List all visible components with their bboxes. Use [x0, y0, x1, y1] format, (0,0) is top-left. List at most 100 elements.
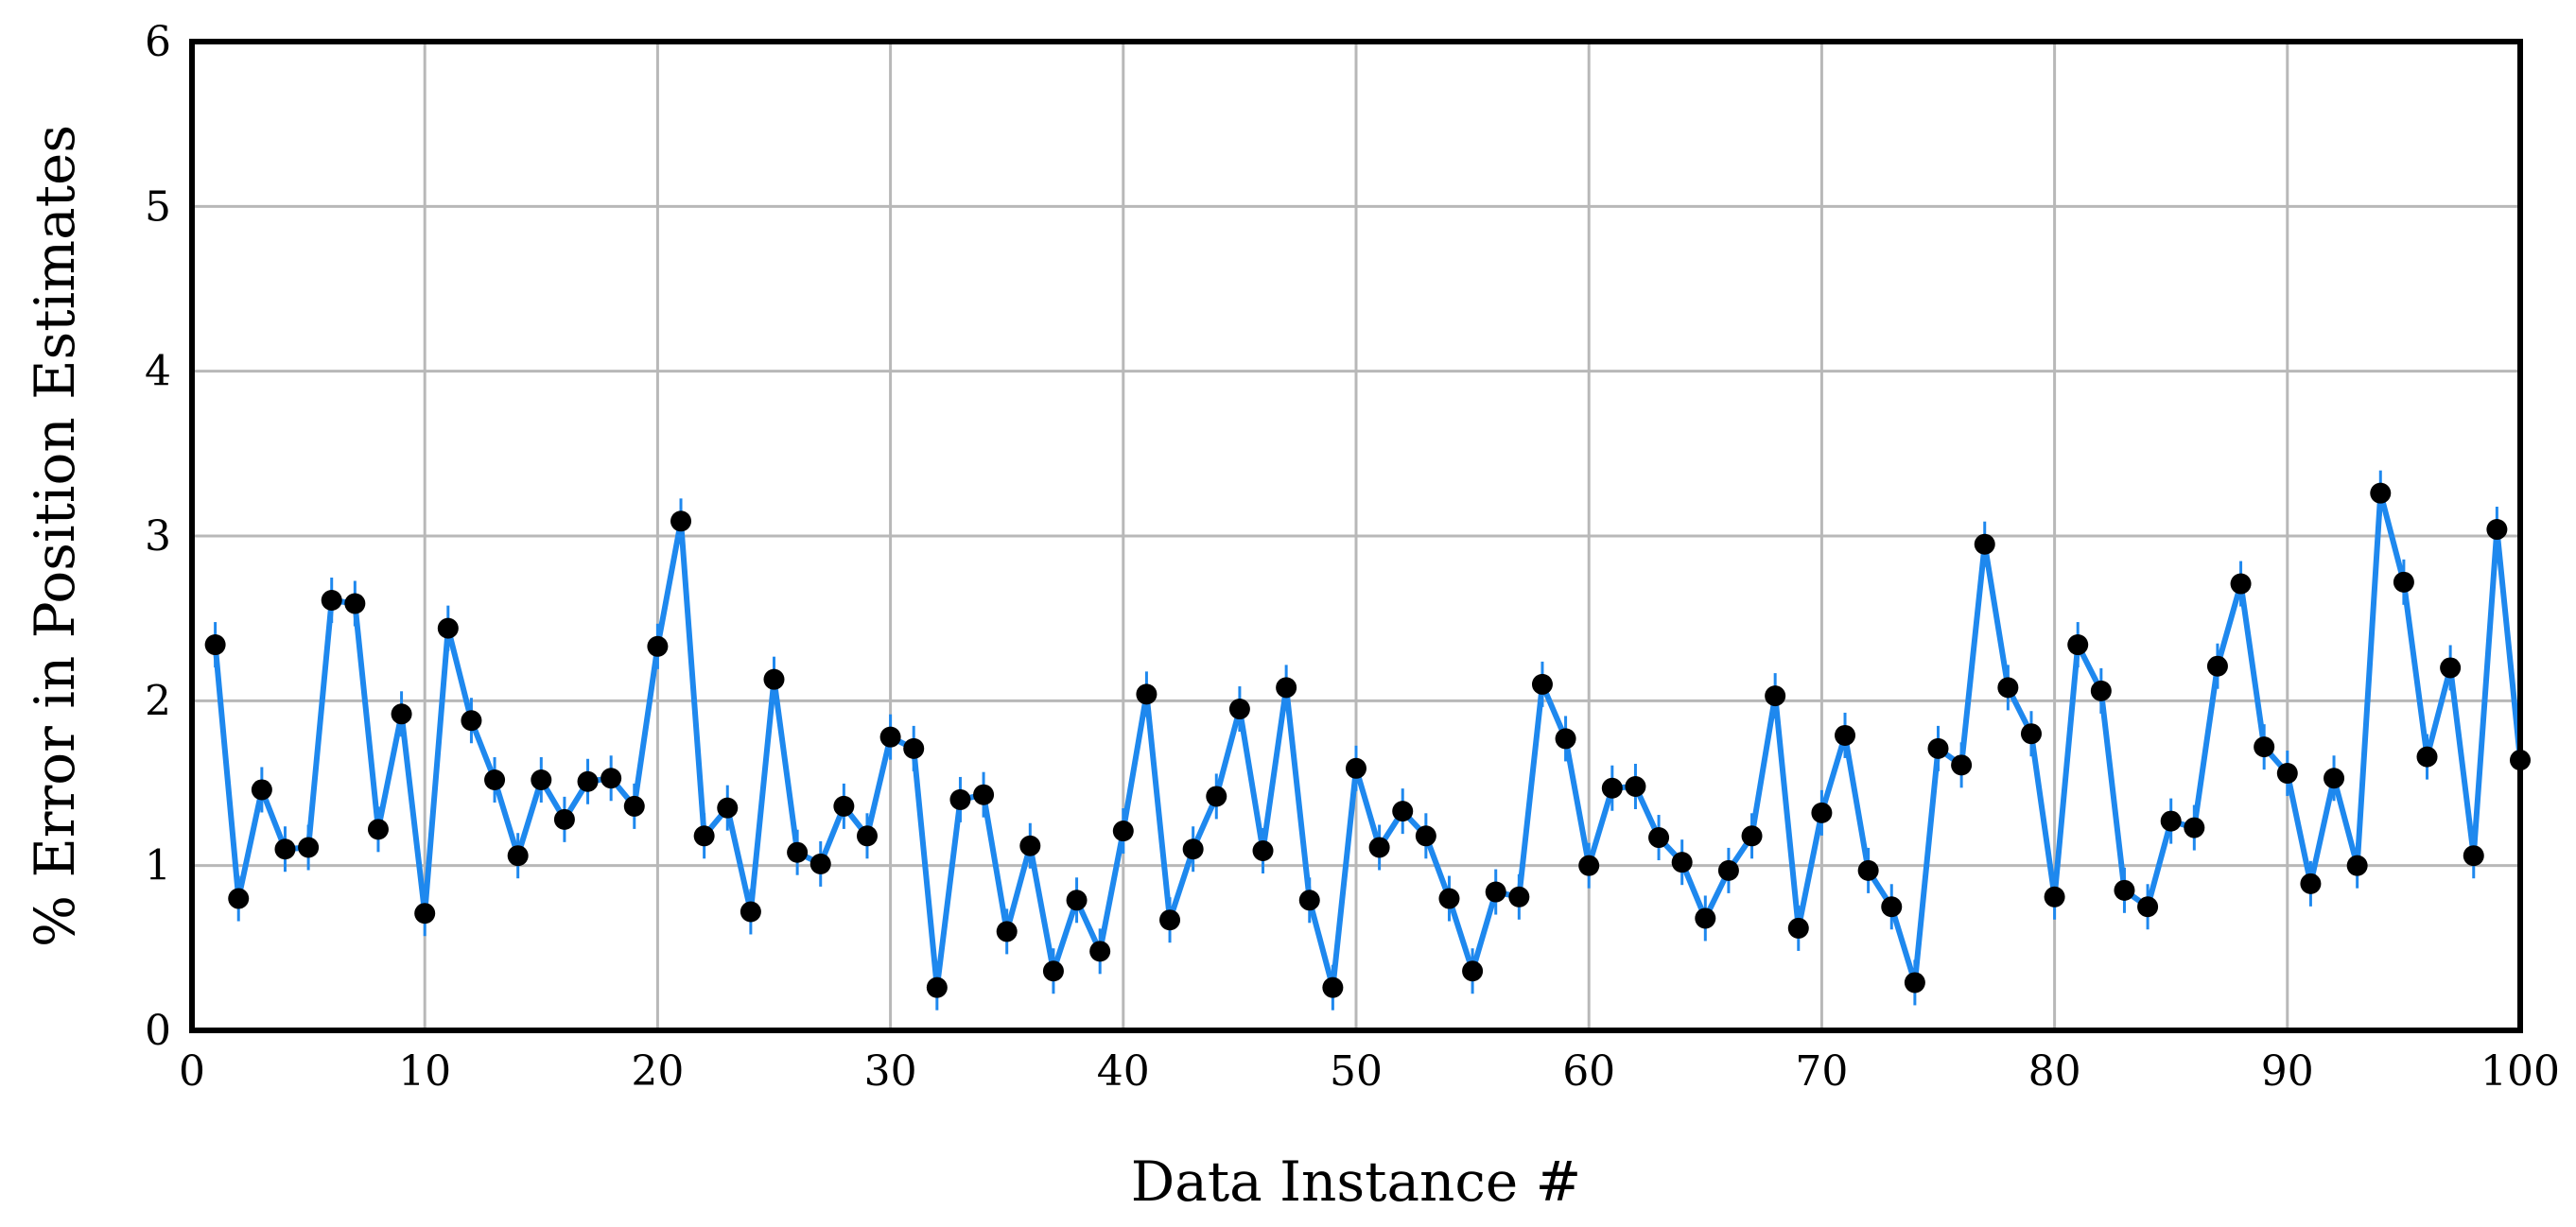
data-point	[1555, 728, 1576, 750]
data-point	[1392, 801, 1414, 822]
data-point	[693, 825, 715, 847]
data-point	[2393, 571, 2414, 593]
data-point	[809, 853, 831, 874]
data-point	[1601, 777, 1623, 799]
data-point	[2463, 845, 2484, 867]
data-point	[1741, 825, 1763, 847]
data-point	[1811, 802, 1833, 823]
data-point	[1019, 835, 1041, 856]
x-tick-label: 90	[2261, 1047, 2314, 1096]
data-point	[1787, 917, 1809, 939]
data-point	[1182, 838, 1204, 860]
y-tick-label: 5	[145, 182, 171, 231]
data-point	[1252, 839, 1274, 861]
data-point	[1438, 888, 1460, 909]
data-point	[414, 903, 436, 925]
data-point	[1531, 673, 1553, 695]
data-point	[2067, 634, 2089, 656]
data-point	[1835, 724, 1856, 746]
data-point	[251, 779, 272, 801]
data-point	[926, 976, 948, 998]
data-point	[298, 837, 320, 858]
data-point	[2416, 746, 2438, 768]
y-tick-label: 1	[145, 842, 171, 890]
data-point	[1765, 685, 1786, 707]
data-point	[856, 825, 878, 847]
data-point	[1695, 907, 1716, 929]
data-point	[973, 784, 995, 805]
data-point	[204, 634, 226, 656]
data-point	[1089, 941, 1111, 962]
data-point	[623, 795, 645, 817]
data-point	[344, 593, 366, 614]
data-point	[647, 635, 669, 657]
data-point	[2254, 736, 2275, 758]
data-point	[1904, 972, 1925, 994]
data-point	[1136, 683, 1157, 705]
data-point	[1997, 677, 2019, 699]
y-tick-label: 0	[145, 1007, 171, 1055]
data-point	[2206, 655, 2228, 677]
grid	[190, 40, 2522, 1032]
data-point	[2346, 855, 2368, 876]
tick-labels: 0 10 20 30 40 50 60 70 80 90 100 0 1 2 3 4 5 6	[145, 18, 2560, 1096]
data-point	[1042, 960, 1064, 982]
data-point	[2230, 573, 2252, 595]
data-point	[2324, 768, 2345, 789]
data-point	[553, 808, 575, 830]
data-point	[367, 819, 389, 840]
x-tick-label: 40	[1097, 1047, 1150, 1096]
x-tick-label: 10	[398, 1047, 451, 1096]
data-point	[1159, 909, 1181, 931]
data-point	[2300, 873, 2322, 894]
x-tick-label: 30	[864, 1047, 917, 1096]
data-point	[1485, 881, 1506, 903]
series-line	[212, 490, 2523, 991]
data-point	[321, 589, 342, 611]
data-point	[2160, 810, 2182, 832]
x-tick-label: 20	[631, 1047, 684, 1096]
data-point	[996, 921, 1018, 942]
data-point	[1206, 786, 1227, 807]
data-point	[1857, 859, 1879, 881]
data-point	[1717, 859, 1739, 881]
data-point	[391, 703, 412, 725]
data-point	[2370, 482, 2392, 504]
data-point	[228, 888, 250, 909]
data-point	[949, 788, 971, 810]
data-point	[1066, 890, 1088, 911]
x-tick-label: 70	[1795, 1047, 1848, 1096]
x-tick-label: 80	[2028, 1047, 2081, 1096]
x-tick-label: 50	[1330, 1047, 1383, 1096]
data-point	[1228, 699, 1250, 720]
data-point	[484, 769, 506, 791]
data-point	[2090, 680, 2112, 701]
plot-frame	[189, 39, 2523, 1033]
data-point	[2020, 723, 2042, 745]
data-point	[1578, 855, 1600, 876]
data-point	[1276, 677, 1297, 699]
data-point	[461, 710, 482, 732]
data-point	[1625, 775, 1646, 797]
x-tick-label: 60	[1562, 1047, 1615, 1096]
data-point	[1322, 976, 1344, 998]
y-tick-label: 2	[145, 677, 171, 725]
data-point	[717, 797, 739, 819]
data-point	[1415, 825, 1436, 847]
data-point	[1881, 896, 1903, 918]
data-point	[2184, 817, 2205, 838]
y-tick-label: 6	[145, 18, 171, 66]
x-tick-label: 100	[2480, 1047, 2560, 1096]
data-point	[1298, 890, 1320, 911]
data-point	[2486, 519, 2508, 541]
data-point	[2276, 763, 2298, 785]
data-point	[740, 901, 761, 923]
data-point	[1508, 886, 1530, 907]
data-point	[531, 769, 552, 791]
data-point	[763, 668, 785, 690]
data-point	[507, 845, 529, 867]
data-point	[879, 726, 901, 748]
data-point	[577, 770, 599, 792]
data-point	[600, 768, 622, 789]
data-point	[833, 795, 855, 817]
